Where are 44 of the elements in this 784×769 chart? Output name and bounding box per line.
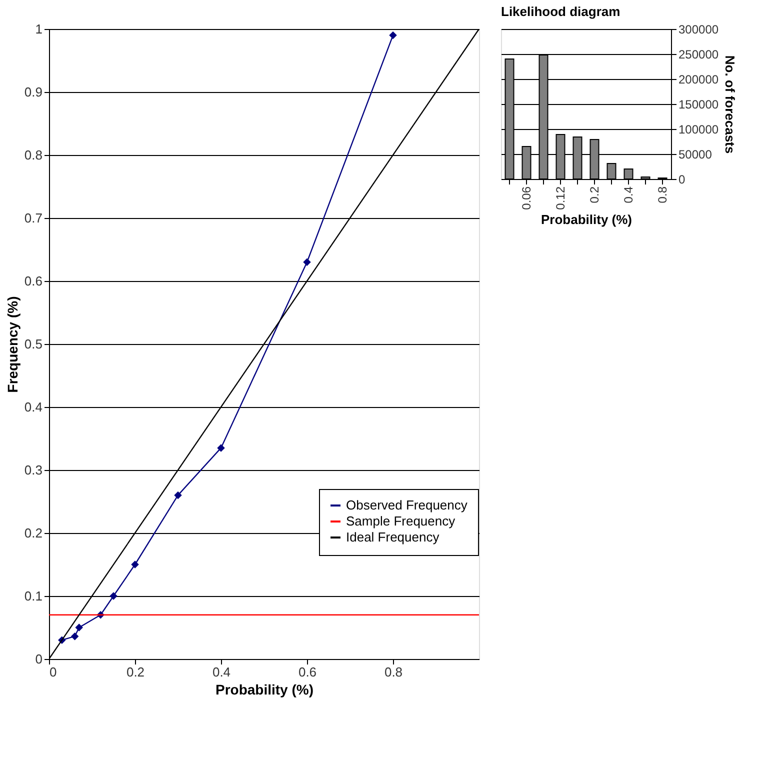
y-tick-label: 150000 bbox=[678, 98, 719, 112]
x-tick-label: 0.8 bbox=[656, 186, 670, 204]
point bbox=[174, 491, 182, 500]
y-tick-label: 0.5 bbox=[24, 336, 42, 352]
y-tick-label: 0.4 bbox=[24, 400, 42, 414]
legend-label: Observed Frequency bbox=[346, 498, 468, 512]
x-tick-label: 0.12 bbox=[554, 186, 568, 210]
x-tick-label: 0.2 bbox=[588, 186, 602, 204]
point bbox=[217, 444, 225, 452]
y-tick-label: 0.9 bbox=[24, 84, 42, 100]
y-tick-label: 250000 bbox=[678, 48, 719, 62]
y-tick-label: 0.7 bbox=[24, 210, 42, 226]
point bbox=[389, 31, 397, 40]
y-tick-label: 0.1 bbox=[24, 588, 42, 604]
x-tick-label: 0.4 bbox=[212, 664, 231, 680]
x-tick-label: 0.4 bbox=[622, 186, 636, 204]
y-tick-label: 1 bbox=[35, 22, 42, 36]
y-tick-label: 200000 bbox=[678, 72, 719, 86]
x-axis-title: Probability (%) bbox=[215, 682, 314, 698]
x-tick-label: 0.8 bbox=[384, 664, 403, 680]
y-axis-title: No. of forecasts bbox=[722, 55, 738, 154]
x-axis-title: Probability (%) bbox=[540, 212, 632, 227]
y-tick-label: 50000 bbox=[678, 148, 712, 162]
point bbox=[110, 592, 118, 600]
point bbox=[75, 624, 83, 632]
legend-label: Ideal Frequency bbox=[346, 530, 440, 544]
point bbox=[131, 560, 139, 568]
x-tick-label: 0.6 bbox=[298, 664, 317, 680]
y-tick-label: 300000 bbox=[678, 22, 719, 36]
point bbox=[303, 258, 311, 266]
legend-label: Sample Frequency bbox=[346, 514, 456, 528]
y-tick-label: 0.3 bbox=[24, 462, 42, 478]
y-tick-label: 0.8 bbox=[24, 148, 42, 162]
y-tick-label: 0 bbox=[35, 652, 42, 666]
point bbox=[70, 632, 79, 640]
y-tick-label: 0.6 bbox=[24, 274, 42, 288]
y-tick-label: 0.2 bbox=[24, 526, 42, 540]
y-tick-label: 100000 bbox=[678, 122, 719, 136]
y-tick-label: 0 bbox=[678, 172, 686, 186]
x-tick-label: 0.06 bbox=[520, 186, 534, 210]
chart-title: Likelihood diagram bbox=[501, 4, 620, 19]
x-tick-label: 0.2 bbox=[126, 664, 145, 680]
x-tick-label: 0 bbox=[50, 664, 57, 680]
y-axis-title: Frequency (%) bbox=[4, 296, 20, 393]
